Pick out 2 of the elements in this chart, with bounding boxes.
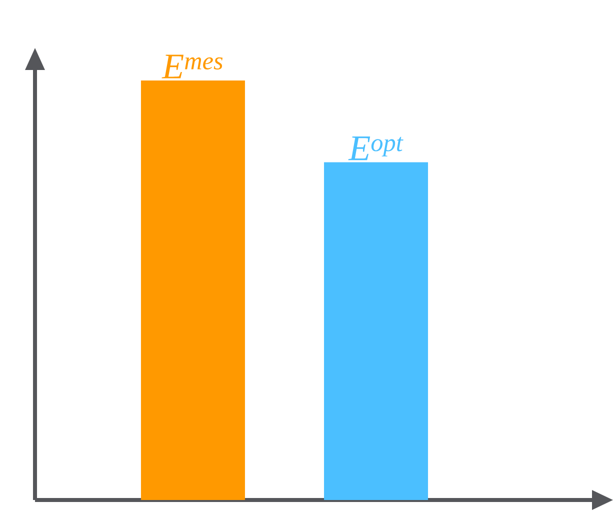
x-tick-label: E$^{opt}$: [348, 136, 404, 160]
x-tick-label: E$^{mes}$: [162, 54, 223, 78]
